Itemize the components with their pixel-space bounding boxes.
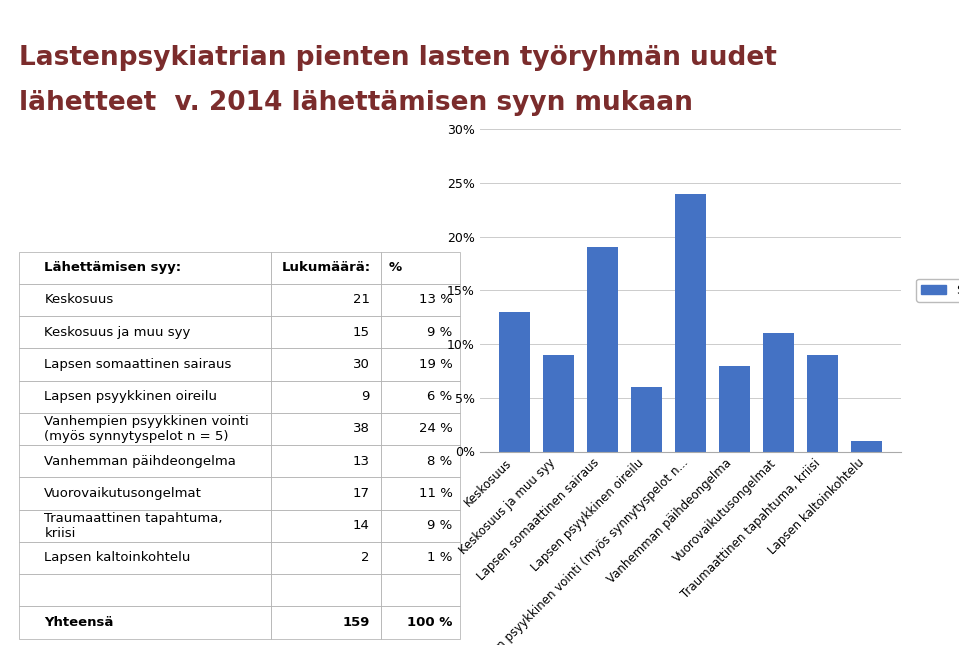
Bar	[807, 355, 838, 452]
Legend: Series1: Series1	[916, 279, 959, 302]
Bar	[499, 312, 529, 451]
Bar	[543, 355, 573, 452]
Bar	[587, 247, 618, 452]
Text: lähetteet  v. 2014 lähettämisen syyn mukaan: lähetteet v. 2014 lähettämisen syyn muka…	[19, 90, 693, 116]
Bar	[719, 366, 750, 452]
Text: Lastenpsykiatrian pienten lasten työryhmän uudet: Lastenpsykiatrian pienten lasten työryhm…	[19, 45, 777, 71]
Bar	[763, 333, 794, 452]
Bar	[631, 387, 662, 452]
Bar	[675, 194, 706, 452]
Text: Päivi Saranpää: Päivi Saranpää	[423, 7, 536, 22]
Bar	[852, 441, 882, 451]
